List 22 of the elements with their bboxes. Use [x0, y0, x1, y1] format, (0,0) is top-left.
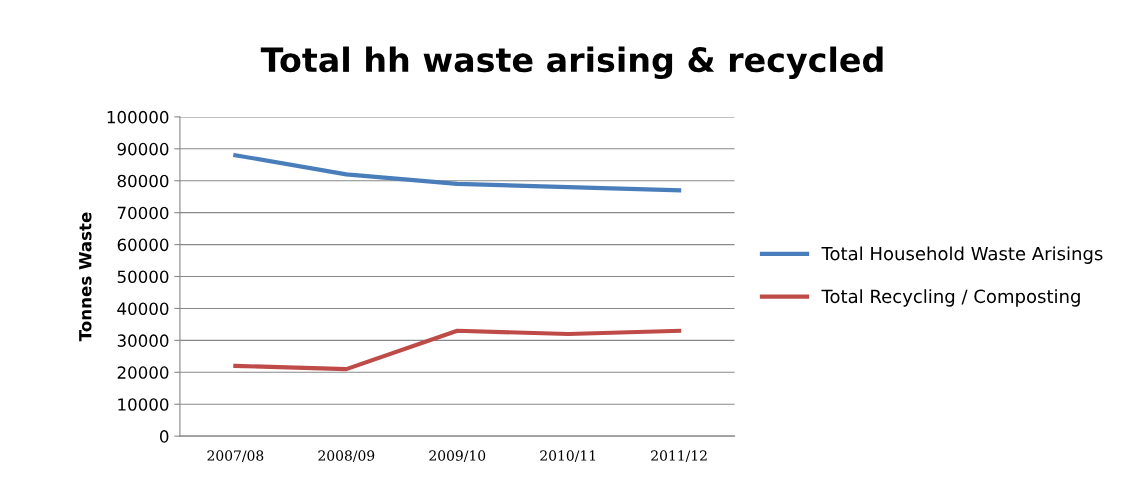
x-tick-label: 2011/12: [651, 450, 707, 462]
line-series: [233, 328, 682, 372]
y-tick-label: 40000: [117, 302, 169, 316]
x-tick-label: 2008/09: [318, 450, 375, 462]
legend-label: Total Household Waste Arisings: [821, 246, 1103, 264]
y-tick-label: 50000: [117, 270, 169, 284]
y-tick-label: 100000: [107, 110, 169, 124]
y-tick-label: 10000: [118, 398, 169, 411]
x-tick-label: 2007/08: [207, 450, 264, 462]
y-tick-label: 90000: [117, 142, 169, 156]
legend-label: Total Recycling / Composting: [821, 289, 1080, 307]
y-tick-label: 80000: [117, 174, 169, 188]
y-tick-label: 60000: [117, 238, 169, 252]
line-series: [233, 153, 682, 193]
y-tick-label: 0: [160, 430, 169, 443]
y-tick-label: 70000: [117, 206, 169, 220]
y-axis-title: Tonnes Waste: [79, 212, 92, 342]
y-tick-label: 20000: [117, 366, 169, 379]
x-tick-label: 2009/10: [429, 450, 486, 462]
chart-title: Total hh waste arising & recycled: [260, 46, 883, 80]
x-tick-label: 2010/11: [540, 450, 596, 462]
y-tick-label: 30000: [117, 334, 169, 347]
